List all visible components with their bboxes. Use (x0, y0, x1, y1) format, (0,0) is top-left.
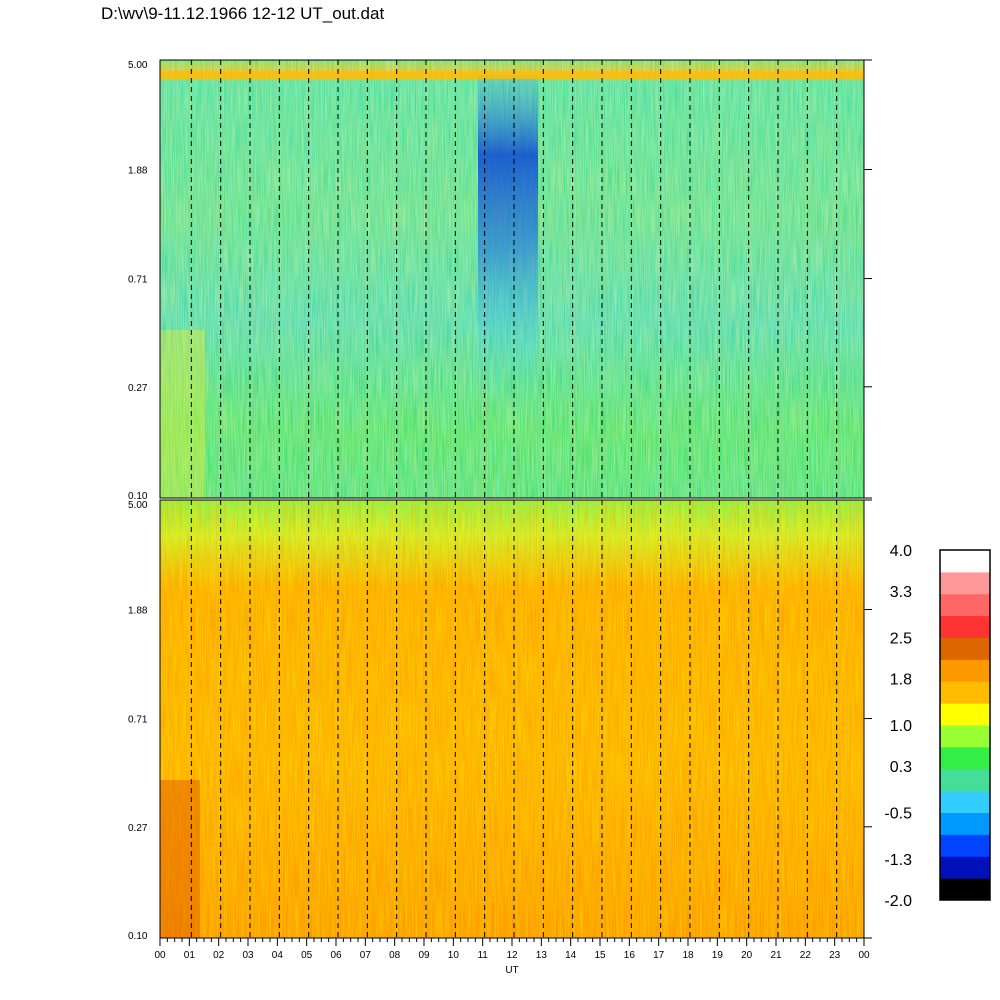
x-tick-label: 06 (330, 950, 342, 961)
upper-panel-depletion (478, 75, 538, 395)
x-tick-label: 03 (242, 950, 254, 961)
x-tick-label: 19 (712, 950, 724, 961)
y-tick-label: 0.27 (128, 823, 148, 834)
y-tick-label: 0.10 (128, 931, 148, 942)
colorbar-segment (940, 856, 990, 879)
colorbar-tick-label: -1.3 (884, 852, 912, 869)
x-axis: 00 01 02 03 04 05 06 07 08 09 10 11 12 13 14 15 16 17 18 19… (154, 938, 870, 961)
y-tick-label: 0.27 (128, 383, 148, 394)
x-tick-label: 08 (389, 950, 401, 961)
x-tick-label: 00 (154, 950, 166, 961)
x-tick-label: 15 (594, 950, 606, 961)
x-tick-label: 23 (829, 950, 841, 961)
colorbar-segment (940, 681, 990, 704)
chart-title: D:\wv\9-11.12.1966 12-12 UT_out.dat (101, 4, 385, 23)
colorbar: 4.0 3.3 2.5 1.8 1.0 0.3 -0.5 -1.3 -2.0 (884, 543, 991, 910)
y-axes: 5.001.880.710.270.105.001.880.710.270.10 (128, 59, 872, 942)
x-tick-label: 14 (565, 950, 577, 961)
colorbar-segment (940, 878, 990, 901)
colorbar-segment (940, 703, 990, 726)
y-tick-label: 0.71 (128, 715, 148, 726)
lower-panel-left-enhancement (160, 780, 200, 938)
x-tick-label: 02 (213, 950, 225, 961)
x-tick-label: 17 (653, 950, 665, 961)
x-tick-label: 12 (506, 950, 518, 961)
lower-panel-hour-grid (190, 500, 838, 938)
y-tick-label: 1.88 (128, 166, 148, 177)
colorbar-frame (939, 549, 991, 901)
y-tick-label: 0.71 (128, 275, 148, 286)
x-tick-label: 20 (741, 950, 753, 961)
x-tick-label: 01 (184, 950, 196, 961)
x-tick-label: 22 (800, 950, 812, 961)
x-tick-label: 05 (301, 950, 313, 961)
colorbar-tick-label: -0.5 (884, 806, 912, 823)
colorbar-tick-label: 1.8 (890, 671, 912, 688)
x-tick-label: 10 (448, 950, 460, 961)
colorbar-segment (940, 790, 990, 813)
x-axis-label: UT (505, 965, 518, 976)
x-tick-label: 16 (624, 950, 636, 961)
colorbar-segment (940, 637, 990, 660)
upper-panel-top-band (160, 71, 864, 79)
colorbar-tick-label: 1.0 (890, 718, 912, 735)
colorbar-segment (940, 768, 990, 792)
x-tick-label: 07 (360, 950, 372, 961)
colorbar-segment (940, 550, 990, 573)
colorbar-segment (940, 834, 990, 857)
colorbar-segment (940, 812, 990, 835)
x-tick-label: 11 (477, 950, 488, 961)
y-tick-label: 5.00 (128, 500, 148, 511)
colorbar-segment (940, 593, 990, 617)
lower-panel (159, 499, 865, 939)
colorbar-segment (940, 725, 990, 748)
colorbar-segment (940, 571, 990, 595)
upper-panel-hour-grid (190, 60, 838, 498)
colorbar-segment (940, 659, 990, 682)
colorbar-tick-label: 2.5 (890, 631, 912, 648)
colorbar-tick-label: 0.3 (890, 759, 912, 776)
colorbar-segment (940, 615, 990, 638)
x-tick-label: 09 (418, 950, 430, 961)
colorbar-tick-label: 3.3 (890, 584, 912, 601)
upper-panel (159, 59, 865, 499)
colorbar-segment (940, 746, 990, 770)
x-tick-label: 04 (272, 950, 284, 961)
colorbar-tick-label: -2.0 (884, 893, 912, 910)
x-tick-label: 18 (682, 950, 694, 961)
upper-panel-left-enhancement (160, 330, 205, 498)
colorbar-tick-label: 4.0 (890, 543, 912, 560)
y-tick-label: 0.10 (128, 491, 148, 502)
x-tick-label: 21 (770, 950, 782, 961)
y-tick-label: 5.00 (128, 60, 148, 71)
lower-panel-texture-orange (160, 500, 864, 938)
x-tick-label: 13 (536, 950, 548, 961)
y-tick-label: 1.88 (128, 606, 148, 617)
x-tick-label: 00 (858, 950, 870, 961)
